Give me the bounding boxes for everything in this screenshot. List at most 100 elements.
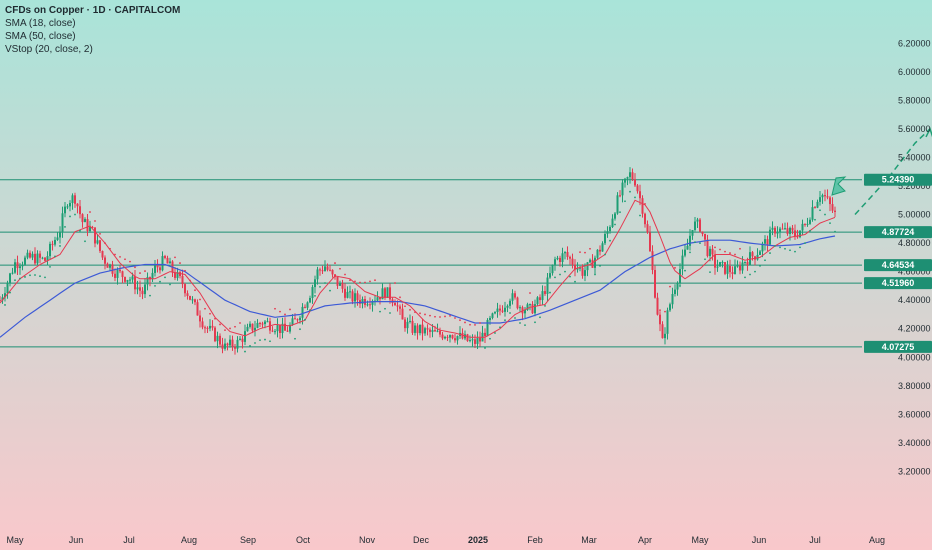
vstop-dot (264, 338, 266, 341)
vstop-dot (134, 266, 136, 269)
candle-body (791, 227, 794, 231)
candle-body (604, 233, 606, 244)
candle-body (429, 329, 431, 332)
candle-body (826, 196, 829, 198)
up-arrow-icon (831, 176, 847, 196)
vstop-dot (674, 266, 676, 269)
candle-body (16, 262, 19, 269)
candle-body (9, 273, 11, 283)
vstop-dot (239, 322, 241, 324)
candle-body (21, 264, 24, 267)
vstop-dot (164, 276, 166, 279)
candle-body (534, 304, 536, 314)
sma18-line (0, 199, 836, 338)
vstop-dot (559, 273, 561, 276)
vstop-dot (89, 211, 91, 213)
vstop-dot (699, 242, 701, 244)
vstop-dot (364, 281, 366, 284)
candle-body (254, 327, 256, 331)
vstop-dot (309, 309, 311, 312)
candle-body (404, 319, 406, 329)
candle-body (544, 291, 546, 294)
candle-body (739, 265, 741, 271)
candle-body (784, 228, 786, 230)
vstop-dot (79, 229, 81, 232)
candle-body (516, 297, 519, 309)
candle-body (694, 221, 696, 231)
vstop-dot (184, 269, 186, 272)
candle-body (76, 203, 79, 207)
vstop-dot (689, 251, 691, 254)
vstop-dot (269, 340, 271, 343)
candle-body (789, 227, 791, 234)
vstop-dot (789, 249, 791, 252)
vstop-dot (519, 322, 521, 324)
candle-body (314, 279, 316, 288)
candle-body (186, 293, 189, 296)
candle-body (416, 325, 419, 334)
time-tick-label: Apr (638, 535, 652, 545)
candle-body (114, 273, 116, 278)
candle-body (681, 255, 684, 270)
candle-body (286, 330, 289, 332)
candle-body (244, 331, 246, 342)
candle-body (496, 308, 499, 313)
candle-body (771, 227, 774, 230)
candle-body (654, 269, 656, 298)
time-tick-label: Jun (752, 535, 767, 545)
vstop-dot (4, 304, 6, 306)
vstop-dot (349, 279, 351, 282)
time-tick-label: Jul (809, 535, 821, 545)
candle-body (799, 230, 801, 238)
indicator-vstop[interactable]: VStop (20, close, 2) (5, 44, 93, 55)
candle-body (571, 258, 574, 265)
candle-body (196, 302, 199, 316)
vstop-dot (464, 321, 466, 324)
vstop-dot (329, 289, 331, 292)
candle-body (329, 269, 331, 271)
candle-body (484, 332, 486, 337)
vstop-dot (444, 315, 446, 318)
candle-body (426, 328, 429, 330)
candle-body (86, 219, 89, 232)
vstop-dot (549, 291, 551, 294)
price-axis[interactable]: 6.20000 6.00000 5.80000 5.60000 5.40000 5.200… (864, 38, 932, 476)
time-axis[interactable]: May Jun Jul Aug Sep Oct Nov Dec 2025 Feb Mar Apr May… (6, 535, 885, 545)
candle-body (399, 306, 401, 309)
vstop-dot (44, 276, 46, 279)
indicator-sma18[interactable]: SMA (18, close) (5, 18, 76, 29)
candle-body (646, 224, 649, 233)
candle-body (271, 330, 274, 332)
price-tick-label: 4.80000 (898, 238, 931, 248)
candle-body (169, 261, 171, 264)
vstop-dot (14, 279, 16, 282)
vstop-dot (799, 246, 801, 249)
candle-body (121, 271, 124, 278)
vstop-dot (414, 311, 416, 314)
candle-body (561, 253, 564, 262)
candle-body (636, 185, 639, 192)
indicator-sma50[interactable]: SMA (50, close) (5, 31, 76, 42)
candle-body (226, 343, 229, 346)
candle-body (379, 297, 381, 300)
candle-body (106, 263, 109, 268)
vstop-dot (219, 323, 221, 326)
vstop-dot (514, 317, 516, 319)
candle-body (661, 324, 664, 339)
vstop-dot (719, 248, 721, 251)
candle-body (1, 297, 4, 301)
level-price-badge (864, 340, 932, 353)
candle-body (406, 321, 409, 329)
price-tick-label: 5.20000 (898, 181, 931, 191)
vstop-dot (279, 310, 281, 313)
candle-body (456, 336, 459, 341)
candle-body (806, 223, 809, 225)
candle-body (581, 267, 584, 276)
candle-body (449, 335, 451, 338)
candle-body (239, 338, 241, 340)
candle-body (634, 179, 636, 186)
time-tick-label: Dec (413, 535, 430, 545)
candle-body (386, 287, 389, 298)
